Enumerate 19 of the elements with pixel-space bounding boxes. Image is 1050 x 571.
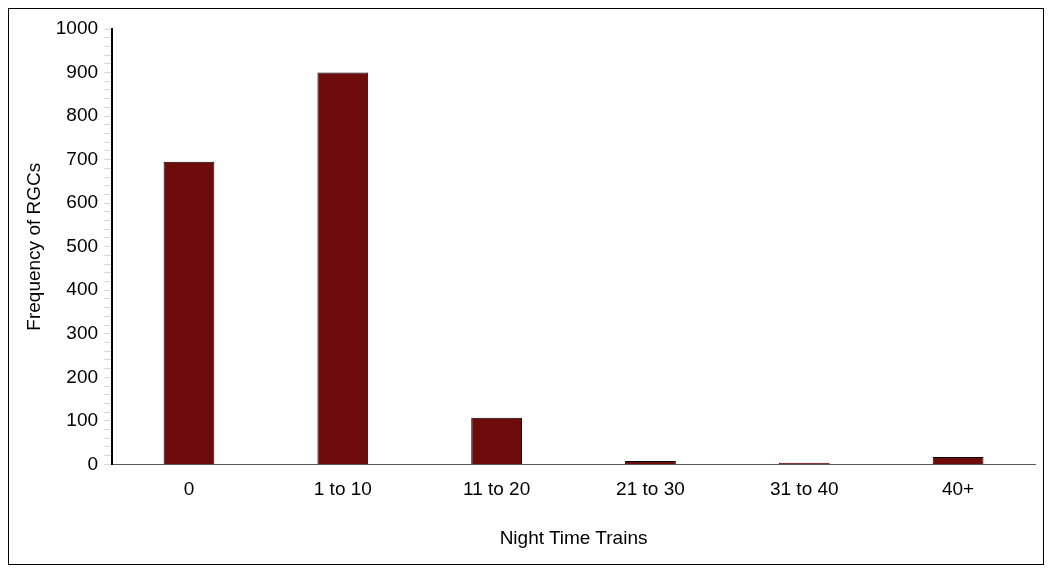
y-axis-title: Frequency of RGCs (22, 162, 44, 331)
x-tick-label: 11 to 20 (462, 478, 531, 500)
x-tick-label: 0 (183, 478, 195, 500)
x-tick-label: 1 to 10 (313, 478, 372, 500)
y-tick-label: 900 (66, 60, 99, 82)
y-tick-label: 600 (66, 191, 99, 213)
y-tick-label: 800 (66, 104, 99, 126)
y-tick-label: 500 (66, 234, 99, 256)
y-tick-label: 700 (66, 147, 99, 169)
y-tick-label: 200 (66, 365, 99, 387)
x-axis-title: Night Time Trains (499, 526, 648, 548)
y-tick-label: 1000 (55, 17, 99, 39)
x-tick-label: 21 to 30 (616, 478, 685, 500)
y-tick-label: 0 (87, 452, 99, 474)
y-tick-label: 100 (66, 409, 99, 431)
y-tick-label: 400 (66, 278, 99, 300)
y-tick-label: 300 (66, 322, 99, 344)
x-tick-label: 40+ (941, 478, 975, 500)
x-tick-label: 31 to 40 (769, 478, 839, 500)
